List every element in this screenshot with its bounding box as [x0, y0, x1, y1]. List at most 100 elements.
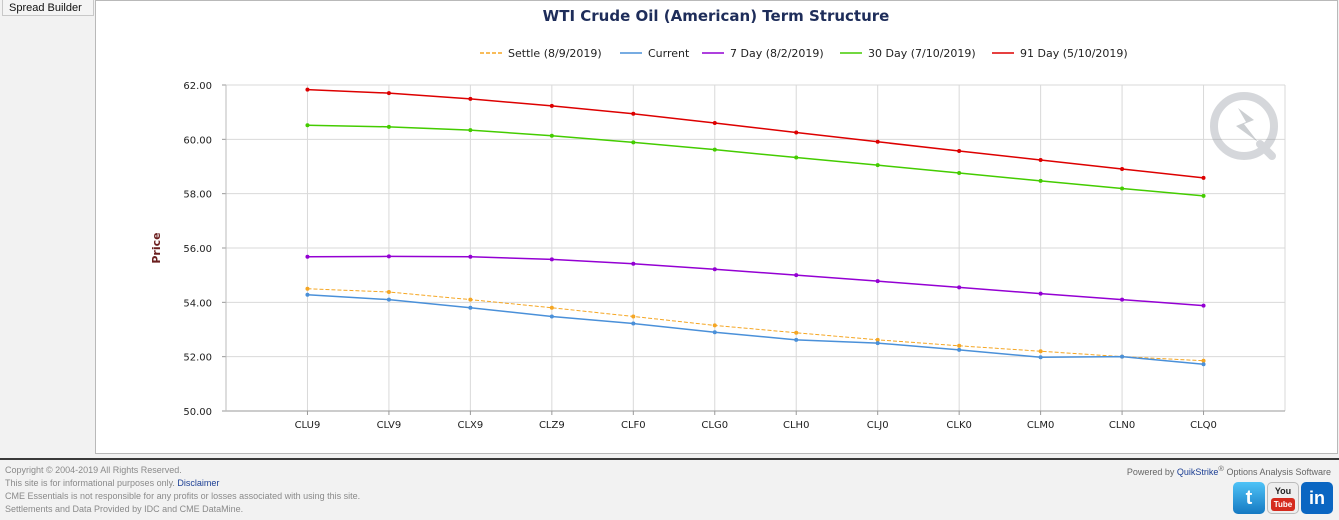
- series-point[interactable]: [712, 147, 717, 152]
- x-tick-label: CLG0: [701, 420, 728, 431]
- series-point[interactable]: [712, 330, 717, 335]
- term-structure-chart: WTI Crude Oil (American) Term Structure …: [150, 7, 1286, 431]
- series-point[interactable]: [468, 297, 473, 302]
- series-point[interactable]: [957, 171, 962, 176]
- series-point[interactable]: [794, 130, 799, 135]
- footer-informational: This site is for informational purposes …: [5, 478, 219, 488]
- series-point[interactable]: [305, 254, 310, 259]
- series-point[interactable]: [957, 149, 962, 154]
- chart-grid: [225, 84, 1286, 412]
- twitter-icon[interactable]: t: [1233, 482, 1265, 514]
- x-tick-label: CLV9: [377, 420, 402, 431]
- series-point[interactable]: [631, 314, 636, 319]
- series-point[interactable]: [386, 91, 391, 96]
- y-tick-label: 54.00: [183, 298, 212, 309]
- series-point[interactable]: [712, 323, 717, 328]
- series-point[interactable]: [549, 305, 554, 310]
- series-point[interactable]: [1038, 178, 1043, 183]
- legend-entry[interactable]: 30 Day (7/10/2019): [868, 47, 976, 60]
- footer-informational-text: This site is for informational purposes …: [5, 478, 175, 488]
- series-point[interactable]: [549, 103, 554, 108]
- series-point[interactable]: [794, 155, 799, 160]
- legend-entry[interactable]: Current: [648, 47, 690, 60]
- youtube-icon[interactable]: You Tube: [1267, 482, 1299, 514]
- chart-panel: WTI Crude Oil (American) Term Structure …: [95, 0, 1338, 454]
- series-point[interactable]: [875, 341, 880, 346]
- series-point[interactable]: [794, 273, 799, 278]
- series-point[interactable]: [1201, 175, 1206, 180]
- series-point[interactable]: [712, 267, 717, 272]
- y-tick-label: 58.00: [183, 190, 212, 201]
- sidebar: Spread Builder: [0, 0, 95, 458]
- linkedin-icon[interactable]: in: [1301, 482, 1333, 514]
- series-point[interactable]: [468, 254, 473, 259]
- legend-entry[interactable]: Settle (8/9/2019): [508, 47, 602, 60]
- legend-entry[interactable]: 7 Day (8/2/2019): [730, 47, 824, 60]
- series-point[interactable]: [1201, 193, 1206, 198]
- footer-divider: [0, 458, 1339, 460]
- series-point[interactable]: [875, 163, 880, 168]
- series-point[interactable]: [875, 279, 880, 284]
- footer-copyright: Copyright © 2004-2019 All Rights Reserve…: [5, 465, 182, 475]
- series-line: [307, 88, 1204, 179]
- chart-axes: 50.00 52.00 54.00 56.00 58.00 60.00 62.00 CLU9 C…: [183, 81, 1285, 431]
- series-point[interactable]: [957, 343, 962, 348]
- x-tick-label: CLZ9: [539, 420, 565, 431]
- footer-data-provided: Settlements and Data Provided by IDC and…: [5, 504, 244, 514]
- series-point[interactable]: [794, 337, 799, 342]
- series-point[interactable]: [305, 123, 310, 128]
- series-point[interactable]: [631, 261, 636, 266]
- powered-by: Powered by QuikStrike® Options Analysis …: [1127, 464, 1331, 477]
- series-point[interactable]: [468, 96, 473, 101]
- series-point[interactable]: [549, 257, 554, 262]
- series-point[interactable]: [712, 121, 717, 126]
- quikstrike-watermark-icon: [1210, 92, 1278, 160]
- series-point[interactable]: [631, 111, 636, 116]
- series-point[interactable]: [1038, 349, 1043, 354]
- series-point[interactable]: [386, 124, 391, 129]
- x-tick-label: CLQ0: [1190, 420, 1217, 431]
- series-point[interactable]: [1120, 186, 1125, 191]
- series-point[interactable]: [1120, 354, 1125, 359]
- series-point[interactable]: [1038, 157, 1043, 162]
- linkedin-glyph: in: [1309, 488, 1325, 508]
- series-point[interactable]: [468, 305, 473, 310]
- series-point[interactable]: [794, 330, 799, 335]
- series-point[interactable]: [1120, 166, 1125, 171]
- series-point[interactable]: [386, 254, 391, 259]
- series-point[interactable]: [1201, 358, 1206, 363]
- series-point[interactable]: [1120, 297, 1125, 302]
- y-tick-label: 56.00: [183, 244, 212, 255]
- youtube-tube-text: Tube: [1271, 498, 1295, 511]
- powered-suffix: Options Analysis Software: [1223, 467, 1331, 477]
- series-point[interactable]: [631, 321, 636, 326]
- series-point[interactable]: [386, 290, 391, 295]
- series-point[interactable]: [305, 286, 310, 291]
- spread-builder-button[interactable]: Spread Builder: [2, 0, 94, 16]
- series-point[interactable]: [1201, 303, 1206, 308]
- legend-entry[interactable]: 91 Day (5/10/2019): [1020, 47, 1128, 60]
- series-point[interactable]: [875, 337, 880, 342]
- quikstrike-link[interactable]: QuikStrike: [1176, 467, 1219, 477]
- x-tick-label: CLF0: [621, 420, 646, 431]
- series-point[interactable]: [957, 285, 962, 290]
- series-point[interactable]: [305, 292, 310, 297]
- series-point[interactable]: [305, 87, 310, 92]
- series-point[interactable]: [549, 314, 554, 319]
- series-point[interactable]: [386, 297, 391, 302]
- series-point[interactable]: [1038, 291, 1043, 296]
- series-point[interactable]: [1038, 355, 1043, 360]
- footer: Copyright © 2004-2019 All Rights Reserve…: [0, 460, 1339, 520]
- series-point[interactable]: [875, 139, 880, 144]
- chart-series: [305, 87, 1206, 367]
- footer-responsibility: CME Essentials is not responsible for an…: [5, 491, 361, 501]
- series-point[interactable]: [468, 128, 473, 133]
- series-point[interactable]: [631, 140, 636, 145]
- series-point[interactable]: [957, 347, 962, 352]
- disclaimer-link[interactable]: Disclaimer: [177, 478, 220, 488]
- series-line: [307, 293, 1204, 366]
- powered-prefix: Powered by: [1126, 467, 1177, 477]
- series-point[interactable]: [549, 133, 554, 138]
- x-tick-label: CLK0: [946, 420, 971, 431]
- series-point[interactable]: [1201, 362, 1206, 367]
